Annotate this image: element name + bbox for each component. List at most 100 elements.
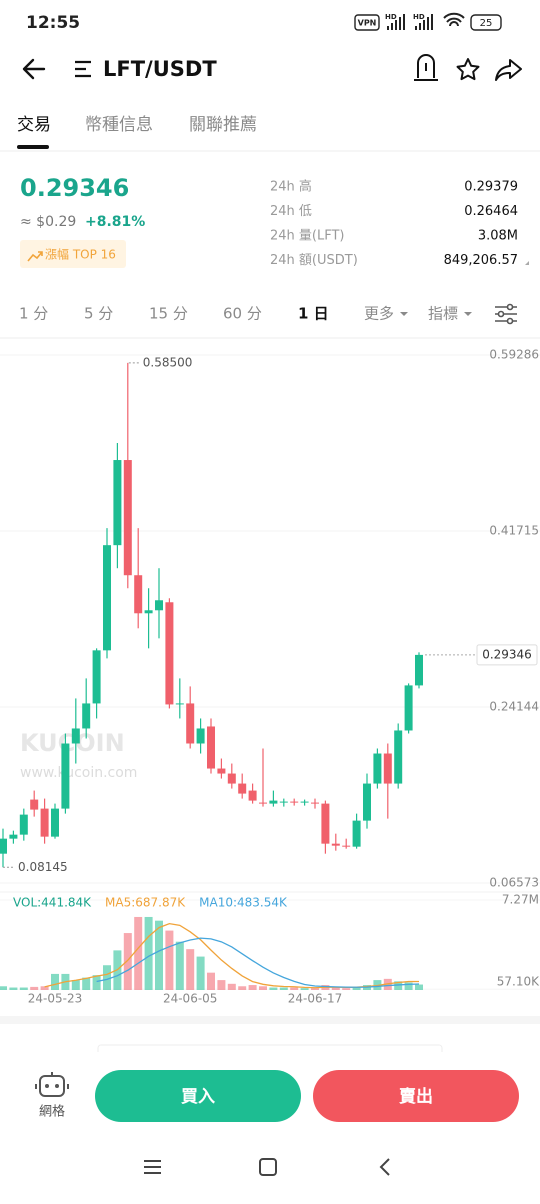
volume-bar <box>71 980 80 990</box>
grid-bot-antenna <box>35 1072 69 1089</box>
vpn-box <box>354 14 380 31</box>
candle-body <box>61 743 70 809</box>
signal-icon <box>415 14 433 30</box>
candle-body <box>373 753 382 784</box>
candle-body <box>0 838 7 854</box>
candle-body <box>300 801 309 803</box>
candle-body <box>217 768 226 774</box>
stat-label: 24h 低 <box>270 204 312 219</box>
grid-bot-icon[interactable] <box>39 1075 65 1097</box>
candle-body <box>394 730 403 784</box>
volume-bar <box>155 920 163 990</box>
candle-body <box>404 685 413 731</box>
back-button[interactable] <box>22 58 46 80</box>
indicator-legend: MA5:687.87K <box>105 896 186 910</box>
volume-bar <box>0 986 7 990</box>
volume-bar <box>311 988 319 990</box>
stat-label: 24h 高 <box>270 179 312 195</box>
timeframe[interactable]: 5 分 <box>84 305 113 323</box>
rank-badge[interactable] <box>20 240 126 268</box>
volume-tick-label: 57.10K <box>497 975 540 989</box>
favorite-button[interactable] <box>456 58 480 81</box>
volume-bar <box>134 916 143 990</box>
candle-body <box>30 799 39 810</box>
volume-bar <box>415 984 423 990</box>
alert-button[interactable] <box>414 54 438 81</box>
y-tick-label: 0.41715 <box>489 524 539 538</box>
candle-body <box>342 845 351 847</box>
timeframe[interactable]: 60 分 <box>223 305 262 323</box>
timeframe[interactable]: 1 日 <box>298 305 329 323</box>
candle-body <box>238 783 247 794</box>
x-tick-label: 24-05-23 <box>28 992 82 1006</box>
volume-bar <box>165 930 174 990</box>
volume-bar <box>82 977 91 990</box>
volume-bar <box>207 972 215 990</box>
settings-knob <box>506 303 514 311</box>
candle-body <box>113 460 122 546</box>
dropdown-arrow <box>464 312 472 316</box>
nav-menu[interactable] <box>144 1160 161 1174</box>
candle-body <box>9 834 18 839</box>
candle-body <box>248 790 257 801</box>
candle-body <box>40 808 49 837</box>
menu-icon[interactable] <box>75 60 91 78</box>
candle-body <box>165 602 174 705</box>
volume-bar <box>352 986 361 990</box>
nav-home[interactable] <box>259 1158 277 1176</box>
candle-body <box>331 843 340 846</box>
volume-bar <box>123 933 132 990</box>
sell-label: 賣出 <box>398 1086 433 1107</box>
settings-knob <box>506 317 514 325</box>
volume-bar <box>279 987 288 990</box>
candle-body <box>352 820 361 847</box>
candle-body <box>279 801 288 803</box>
signal-label: HD <box>385 13 397 21</box>
more-menu[interactable]: 更多 <box>364 305 394 323</box>
volume-bar <box>269 987 278 990</box>
current-price-box <box>476 644 538 666</box>
change-percent: +8.81% <box>85 214 145 230</box>
watermark-url: www.kucoin.com <box>20 765 137 781</box>
volume-bar <box>103 965 111 990</box>
candle-body <box>155 600 163 611</box>
rank-badge-text: 漲幅 TOP 16 <box>45 247 116 262</box>
signal-icon <box>387 14 405 30</box>
candle-body <box>92 650 101 704</box>
chart: 0.59286 0.41715 0.24144 0.06573 0.58500 0.081… <box>0 348 540 1006</box>
volume-bar <box>342 988 351 990</box>
x-tick-label: 24-06-05 <box>163 992 217 1006</box>
timeframe[interactable]: 1 分 <box>19 305 48 323</box>
tab-active[interactable]: 交易 <box>17 115 51 135</box>
volume-bar <box>186 949 195 990</box>
volume-bar <box>175 941 184 990</box>
tab[interactable]: 關聯推薦 <box>189 115 257 135</box>
stat-value: 0.29379 <box>464 180 518 195</box>
buy-button[interactable] <box>95 1070 301 1122</box>
candle-body <box>227 773 236 784</box>
volume-bar <box>19 987 28 990</box>
volume-bar <box>217 980 226 990</box>
section-gap <box>0 1016 540 1024</box>
candle-body <box>51 808 59 837</box>
stat-value: 3.08M <box>478 229 518 244</box>
moving-average-line <box>96 937 420 988</box>
grid-label[interactable]: 網格 <box>39 1104 65 1120</box>
volume-bar <box>248 985 257 990</box>
volume-bar <box>331 987 340 990</box>
max-label: 0.58500 <box>143 355 193 369</box>
sell-button[interactable] <box>313 1070 519 1122</box>
moving-average-line <box>44 922 420 989</box>
indicator-menu[interactable]: 指標 <box>428 305 458 323</box>
volume-bar <box>394 981 403 990</box>
candle-body <box>290 801 299 803</box>
volume-bar <box>51 973 59 990</box>
last-price: 0.29346 <box>20 174 129 202</box>
tab[interactable]: 幣種信息 <box>85 115 153 135</box>
nav-back[interactable] <box>379 1158 390 1176</box>
timeframe[interactable]: 15 分 <box>149 305 188 323</box>
share-button[interactable] <box>495 59 522 81</box>
candle-body <box>311 802 319 804</box>
